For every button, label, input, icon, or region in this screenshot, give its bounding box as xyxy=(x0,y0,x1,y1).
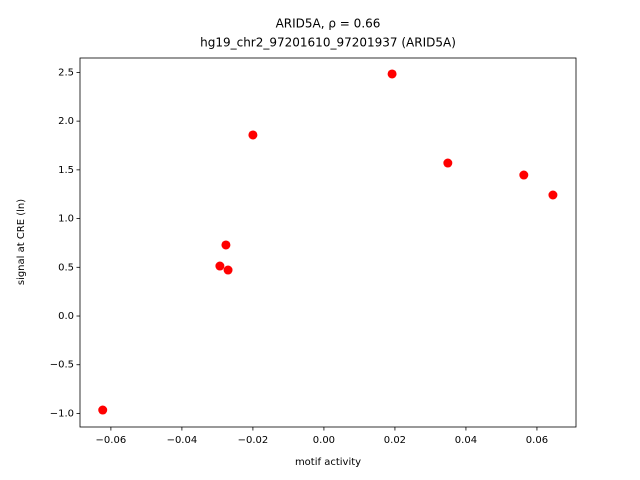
point xyxy=(98,405,108,415)
y-tick-label: 0.5 xyxy=(58,262,74,273)
y-tick-label: 1.5 xyxy=(58,165,74,176)
x-tick-label: 0.00 xyxy=(313,435,335,446)
x-tick-label: −0.04 xyxy=(167,435,198,446)
y-tick-label: 1.0 xyxy=(58,214,74,225)
x-tick-label: 0.06 xyxy=(526,435,548,446)
y-axis-label: signal at CRE (ln) xyxy=(16,199,27,285)
chart-subtitle: hg19_chr2_97201610_97201937 (ARID5A) xyxy=(200,36,456,50)
x-tick-label: 0.02 xyxy=(384,435,406,446)
chart-title: ARID5A, ρ = 0.66 xyxy=(276,17,381,31)
point xyxy=(221,240,231,250)
x-axis-label: motif activity xyxy=(295,457,361,468)
y-tick-label: 2.0 xyxy=(58,116,74,127)
y-tick-label: 2.5 xyxy=(58,67,74,78)
point xyxy=(223,265,233,275)
y-tick-label: 0.0 xyxy=(58,311,74,322)
point xyxy=(443,158,453,168)
y-tick-label: −0.5 xyxy=(50,360,74,371)
x-tick-label: −0.06 xyxy=(96,435,127,446)
point xyxy=(215,261,225,271)
plot-frame xyxy=(79,57,577,428)
x-tick-label: 0.04 xyxy=(455,435,477,446)
y-tick-label: −1.0 xyxy=(50,408,74,419)
point xyxy=(519,170,529,180)
point xyxy=(387,69,397,79)
point xyxy=(248,130,258,140)
x-tick-label: −0.02 xyxy=(238,435,269,446)
point xyxy=(548,190,558,200)
